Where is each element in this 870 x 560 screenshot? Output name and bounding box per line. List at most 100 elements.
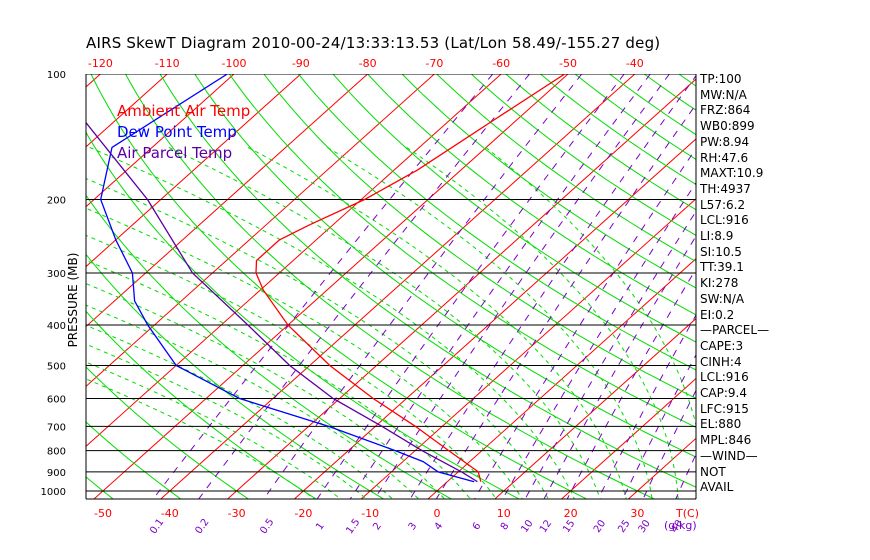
pressure-tick-label: 800: [47, 447, 66, 458]
bottom-temp-tick-label: -50: [94, 507, 112, 520]
moist-adiabat-line: [86, 207, 524, 499]
pressure-tick-label: 200: [47, 196, 66, 207]
stat-ki: KI:278: [700, 276, 739, 291]
bottom-temp-tick-label: -20: [294, 507, 312, 520]
mixing-ratio-tick-label: 0.5: [258, 517, 276, 536]
top-temp-tick-label: -110: [155, 57, 180, 70]
stat-parcel-lcl: LCL:916: [700, 370, 749, 385]
moist-adiabat-line: [86, 343, 368, 499]
stat-li: LI:8.9: [700, 229, 734, 244]
dry-adiabat-line: [194, 74, 696, 458]
isotherm-line: [86, 74, 302, 268]
dry-adiabat-line: [436, 74, 696, 263]
mixing-ratio-line: [349, 74, 651, 499]
isotherm-line: [86, 74, 435, 388]
top-temp-tick-label: -120: [88, 57, 113, 70]
stat-cap: CAP:9.4: [700, 386, 747, 401]
isotherm-line: [0, 74, 34, 500]
dry-adiabat-line: [86, 253, 385, 499]
dry-adiabat-line: [86, 310, 317, 499]
dry-adiabat-line: [159, 74, 696, 488]
top-temp-tick-label: -50: [559, 57, 577, 70]
dry-adiabat-line: [298, 74, 696, 371]
stat-rh: RH:47.6: [700, 150, 749, 165]
top-temp-tick-label: -70: [425, 57, 443, 70]
moist-adiabat-line: [247, 146, 627, 499]
stat-tp: TP:100: [700, 72, 742, 86]
mixing-ratio-line: [622, 353, 696, 499]
stat-el: EL:880: [700, 417, 742, 432]
stat-lfc: LFC:915: [700, 401, 749, 416]
isotherm-line: [86, 74, 101, 88]
pressure-tick-label: 100: [47, 70, 66, 81]
stats-panel: TP:100 MW:N/A FRZ:864 WB0:899 PW:8.94 RH…: [700, 72, 865, 496]
pressure-tick-label: 500: [47, 361, 66, 372]
temperature-profile-line: [255, 74, 566, 482]
isotherm-line: [86, 74, 168, 148]
stat-cape: CAPE:3: [700, 338, 744, 353]
moist-adiabat-line: [86, 378, 316, 499]
y-axis-label: PRESSURE (MB): [66, 252, 80, 348]
stat-cinh: CINH:4: [700, 354, 742, 369]
mixing-ratio-tick-label: 20: [592, 518, 608, 535]
stat-tt: TT:39.1: [700, 260, 744, 275]
legend-dew-point-temp: Dew Point Temp: [117, 123, 237, 141]
isotherm-line: [160, 74, 636, 499]
legend-ambient-air-temp: Ambient Air Temp: [117, 102, 251, 120]
mixing-ratio-line: [543, 235, 696, 499]
mixing-ratio-tick-label: 10: [519, 518, 535, 535]
mixing-ratio-line: [316, 74, 625, 499]
legend-air-parcel-temp: Air Parcel Temp: [117, 144, 233, 162]
top-temp-tick-label: -60: [492, 57, 510, 70]
stat-pw: PW:8.94: [700, 134, 750, 149]
mixing-ratio-tick-label: 3: [407, 521, 420, 533]
moist-adiabat-line: [327, 146, 653, 499]
stat-wb0: WB0:899: [700, 119, 755, 134]
moist-adiabat-line: [86, 283, 446, 499]
mixing-ratio-line: [409, 74, 696, 499]
top-temp-tick-label: -80: [359, 57, 377, 70]
mixing-ratio-line: [198, 74, 530, 499]
mixing-ratio-tick-label: 4: [433, 521, 446, 533]
mixing-ratio-tick-label: 2: [371, 521, 384, 533]
mixing-ratio-units-label: (g/kg): [664, 519, 697, 532]
mixing-ratio-line: [373, 74, 670, 499]
stat-parcel-header: —PARCEL—: [700, 323, 770, 338]
pressure-tick-label: 1000: [41, 487, 66, 498]
dry-adiabat-line: [228, 74, 696, 428]
mixing-ratio-tick-label: 0.2: [193, 517, 211, 536]
isotherm-line: [226, 78, 696, 499]
mixing-ratio-tick-label: 6: [471, 521, 484, 533]
isotherm-line: [86, 74, 368, 328]
dry-adiabat-line: [574, 74, 696, 160]
stat-si: SI:10.5: [700, 244, 742, 259]
dry-adiabat-line: [86, 366, 250, 499]
dry-adiabat-line: [263, 74, 696, 399]
dry-adiabat-line: [401, 74, 696, 289]
mixing-ratio-tick-label: 15: [561, 518, 577, 535]
bottom-temp-tick-label: 10: [497, 507, 511, 520]
bottom-temp-tick-label: -40: [161, 507, 179, 520]
moist-adiabat-line: [86, 304, 420, 499]
mixing-ratio-line: [524, 210, 696, 499]
stat-mw: MW:N/A: [700, 87, 747, 102]
bottom-temp-tick-label: 30: [630, 507, 644, 520]
isotherm-line: [560, 377, 696, 499]
top-temp-tick-label: -100: [222, 57, 247, 70]
mixing-ratio-tick-label: 30: [637, 518, 653, 535]
stat-maxt: MAXT:10.9: [700, 166, 764, 181]
pressure-tick-label: 300: [47, 269, 66, 280]
mixing-ratio-tick-label: 12: [538, 518, 554, 535]
dry-adiabat-line: [505, 74, 696, 211]
bottom-temp-tick-label: -30: [228, 507, 246, 520]
mixing-ratio-line: [502, 181, 696, 499]
stat-avail: AVAIL: [700, 480, 734, 495]
stat-not: NOT: [700, 464, 726, 479]
dry-adiabat-line: [86, 421, 182, 499]
mixing-ratio-line: [435, 103, 696, 499]
moist-adiabat-line: [89, 146, 575, 499]
dry-adiabat-line: [367, 74, 696, 316]
top-temp-tick-label: -40: [626, 57, 644, 70]
mixing-ratio-line: [263, 74, 583, 499]
moist-adiabat-line: [406, 146, 679, 499]
